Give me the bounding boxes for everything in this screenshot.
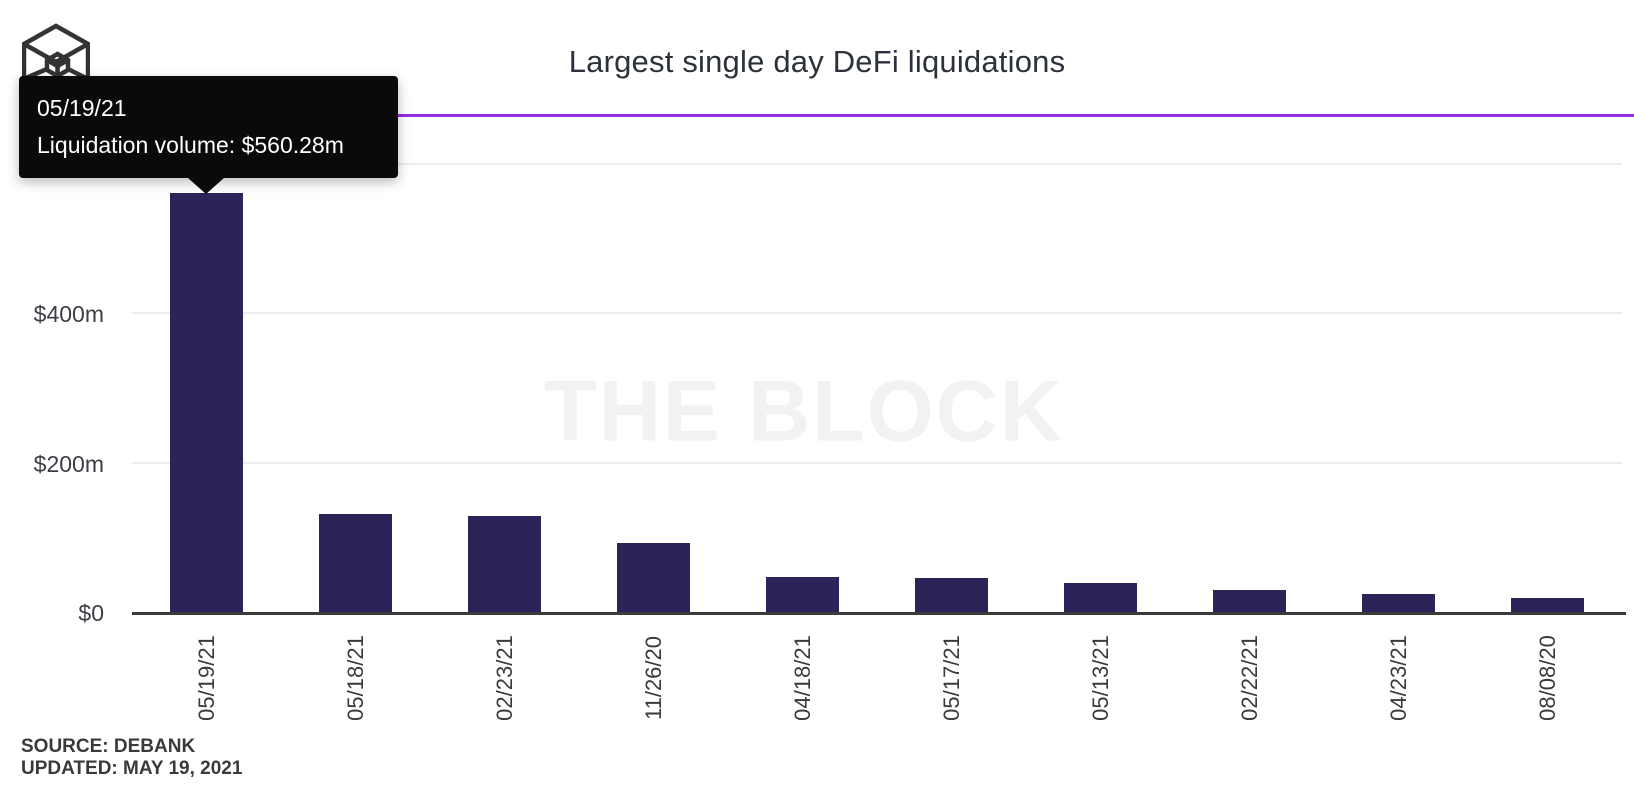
bar[interactable] (617, 543, 690, 612)
source-line: SOURCE: DEBANK (21, 736, 196, 757)
y-axis-tick-label: $200m (33, 450, 104, 477)
x-axis-tick-label: 05/13/21 (1087, 635, 1113, 721)
x-axis-tick-label: 04/18/21 (789, 635, 815, 721)
x-axis-tick-label: 04/23/21 (1385, 635, 1411, 721)
updated-line: UPDATED: MAY 19, 2021 (21, 758, 243, 779)
x-axis-tick-label: 08/08/20 (1534, 635, 1560, 721)
x-axis-tick-label: 05/19/21 (193, 635, 219, 721)
bar[interactable] (1213, 590, 1286, 612)
source-attribution: SOURCE: DEBANK UPDATED: MAY 19, 2021 (21, 736, 242, 780)
bar[interactable] (319, 514, 392, 612)
x-axis-tick-label: 11/26/20 (640, 635, 666, 721)
bar[interactable] (1511, 598, 1584, 612)
x-axis-tick-label: 02/23/21 (491, 635, 517, 721)
bar[interactable] (468, 516, 541, 612)
bar[interactable] (1064, 583, 1137, 612)
tooltip: 05/19/21 Liquidation volume: $560.28m (19, 76, 398, 194)
chart-title: Largest single day DeFi liquidations (568, 44, 1066, 79)
bar-highlighted[interactable] (170, 193, 243, 612)
accent-line (19, 114, 1634, 117)
tooltip-value: Liquidation volume: $560.28m (37, 132, 344, 158)
tooltip-date: 05/19/21 (37, 95, 127, 121)
gridline (132, 461, 1622, 464)
bar[interactable] (915, 578, 988, 612)
x-axis-line (132, 612, 1626, 615)
bar[interactable] (766, 577, 839, 612)
x-axis-tick-label: 02/22/21 (1236, 635, 1262, 721)
x-axis-tick-label: 05/17/21 (938, 635, 964, 721)
y-axis-tick-label: $0 (78, 600, 104, 626)
gridline (132, 162, 1622, 165)
x-axis-tick-label: 05/18/21 (342, 635, 368, 721)
gridline (132, 312, 1622, 314)
tooltip-arrow-icon (188, 178, 224, 194)
watermark: THE BLOCK (544, 363, 1064, 460)
y-axis-tick-label: $400m (33, 301, 104, 327)
bar[interactable] (1362, 594, 1435, 612)
